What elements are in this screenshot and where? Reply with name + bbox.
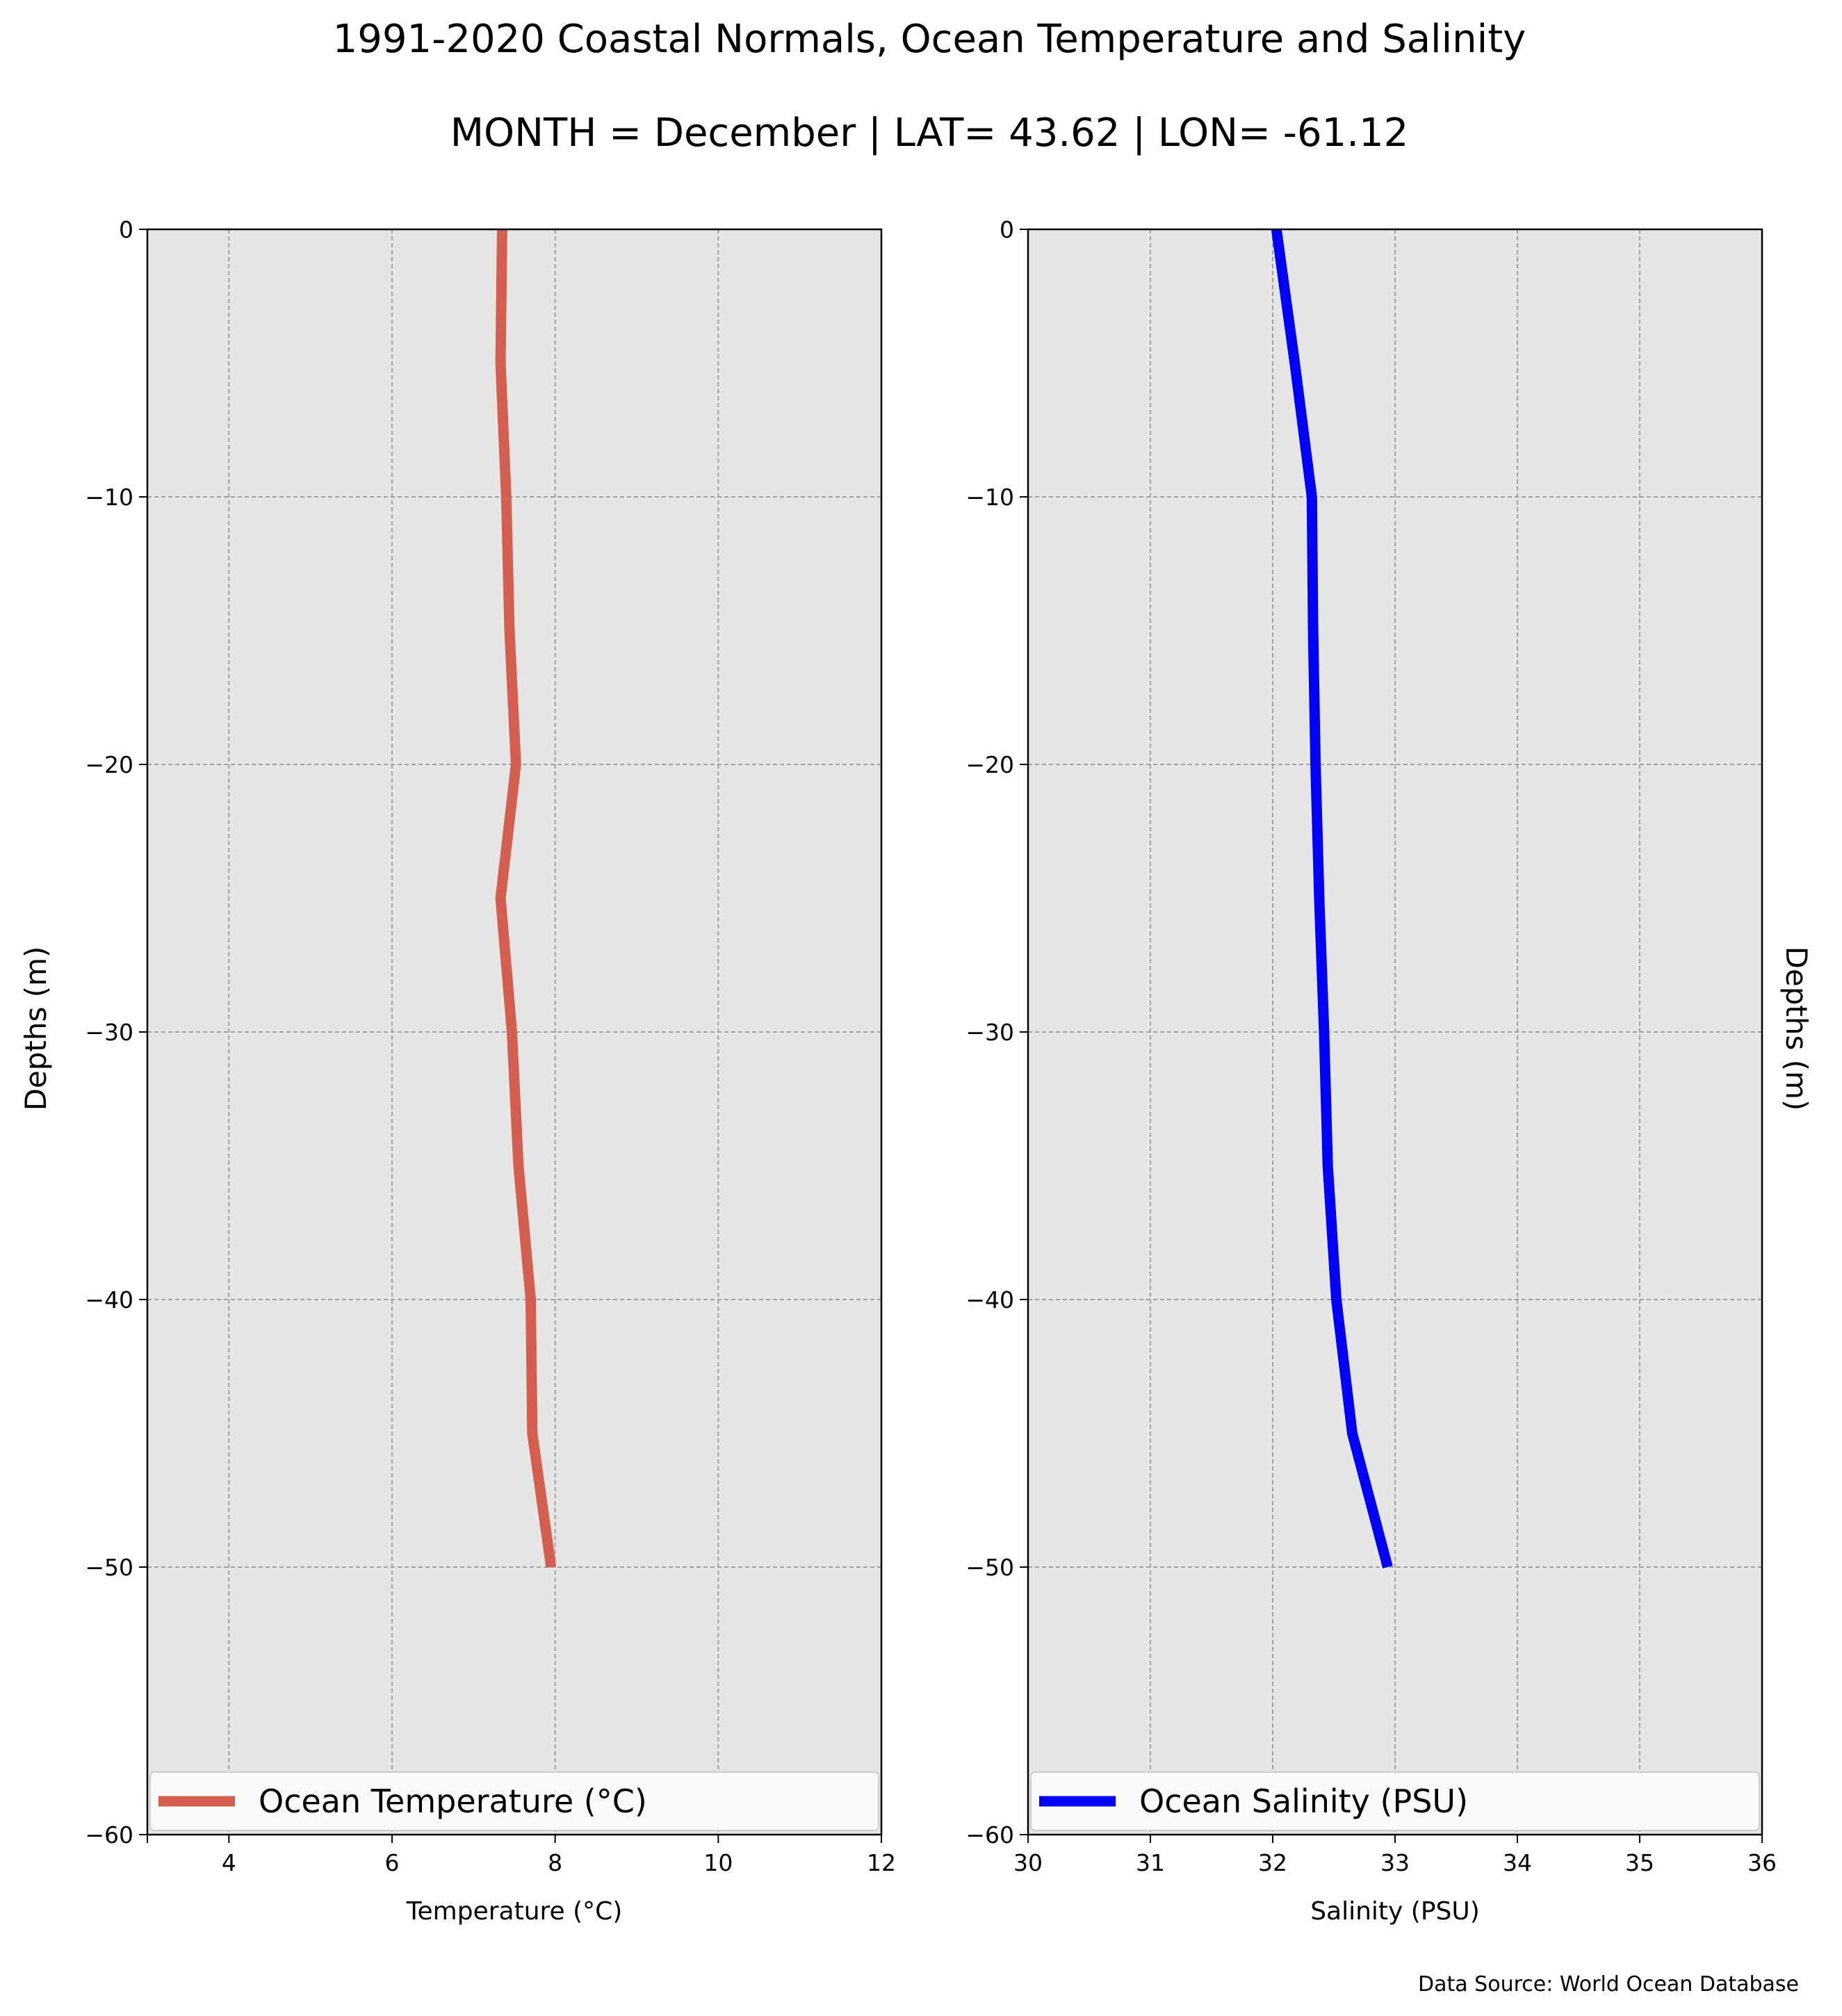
temp-xlabel: Temperature (°C) (406, 1897, 623, 1926)
sal-x-tick-label: 31 (1136, 1849, 1165, 1876)
temp-legend-label: Ocean Temperature (°C) (259, 1783, 647, 1820)
sal-x-tick-label: 36 (1747, 1849, 1777, 1876)
sal-legend-label: Ocean Salinity (PSU) (1139, 1783, 1468, 1820)
chart-subtitle: MONTH = December | LAT= 43.62 | LON= -61… (450, 110, 1409, 156)
left-ylabel: Depths (m) (19, 946, 53, 1111)
temp-y-tick-label: 0 (119, 216, 133, 243)
sal-y-tick-label: −40 (965, 1286, 1014, 1313)
chart-title: 1991-2020 Coastal Normals, Ocean Tempera… (333, 17, 1526, 62)
sal-legend (1030, 1771, 1760, 1831)
sal-series-line (1271, 228, 1393, 1568)
sal-x-tick-label: 32 (1258, 1849, 1287, 1876)
sal-x-tick-label: 35 (1625, 1849, 1654, 1876)
sal-y-tick-label: −20 (965, 751, 1014, 778)
temperature-panel: Ocean Temperature (°C) 4 6 8 10 12 0 −10 −20 −30 −… (85, 216, 896, 1926)
temp-x-tick-label: 4 (222, 1849, 236, 1876)
temp-y-tick-label: −40 (85, 1286, 133, 1313)
temp-x-tick-label: 8 (548, 1849, 562, 1876)
temp-legend (149, 1771, 879, 1831)
sal-xlabel: Salinity (PSU) (1310, 1897, 1480, 1926)
sal-y-tick-label: 0 (1000, 216, 1014, 243)
sal-y-tick-label: −10 (965, 484, 1014, 511)
sal-x-tick-label: 33 (1380, 1849, 1410, 1876)
right-ylabel: Depths (m) (1779, 946, 1814, 1111)
sal-y-tick-label: −60 (965, 1821, 1014, 1849)
temp-y-tick-label: −20 (85, 751, 133, 778)
salinity-panel: Ocean Salinity (PSU) 30 31 32 33 34 35 36 0 −10 −2… (965, 216, 1777, 1926)
temp-series-line (495, 229, 557, 1568)
temp-y-tick-label: −10 (85, 484, 133, 511)
sal-y-tick-label: −30 (965, 1019, 1014, 1046)
sal-y-tick-label: −50 (965, 1554, 1014, 1581)
sal-x-tick-label: 34 (1503, 1849, 1532, 1876)
data-source-note: Data Source: World Ocean Database (1418, 1972, 1799, 1997)
temp-x-tick-label: 10 (703, 1849, 733, 1876)
temp-y-tick-label: −30 (85, 1019, 133, 1046)
sal-x-tick-label: 30 (1013, 1849, 1043, 1876)
temp-x-tick-label: 6 (385, 1849, 400, 1876)
temp-y-tick-label: −50 (85, 1554, 133, 1581)
temp-x-tick-label: 12 (867, 1849, 896, 1876)
temp-y-tick-label: −60 (85, 1821, 133, 1849)
